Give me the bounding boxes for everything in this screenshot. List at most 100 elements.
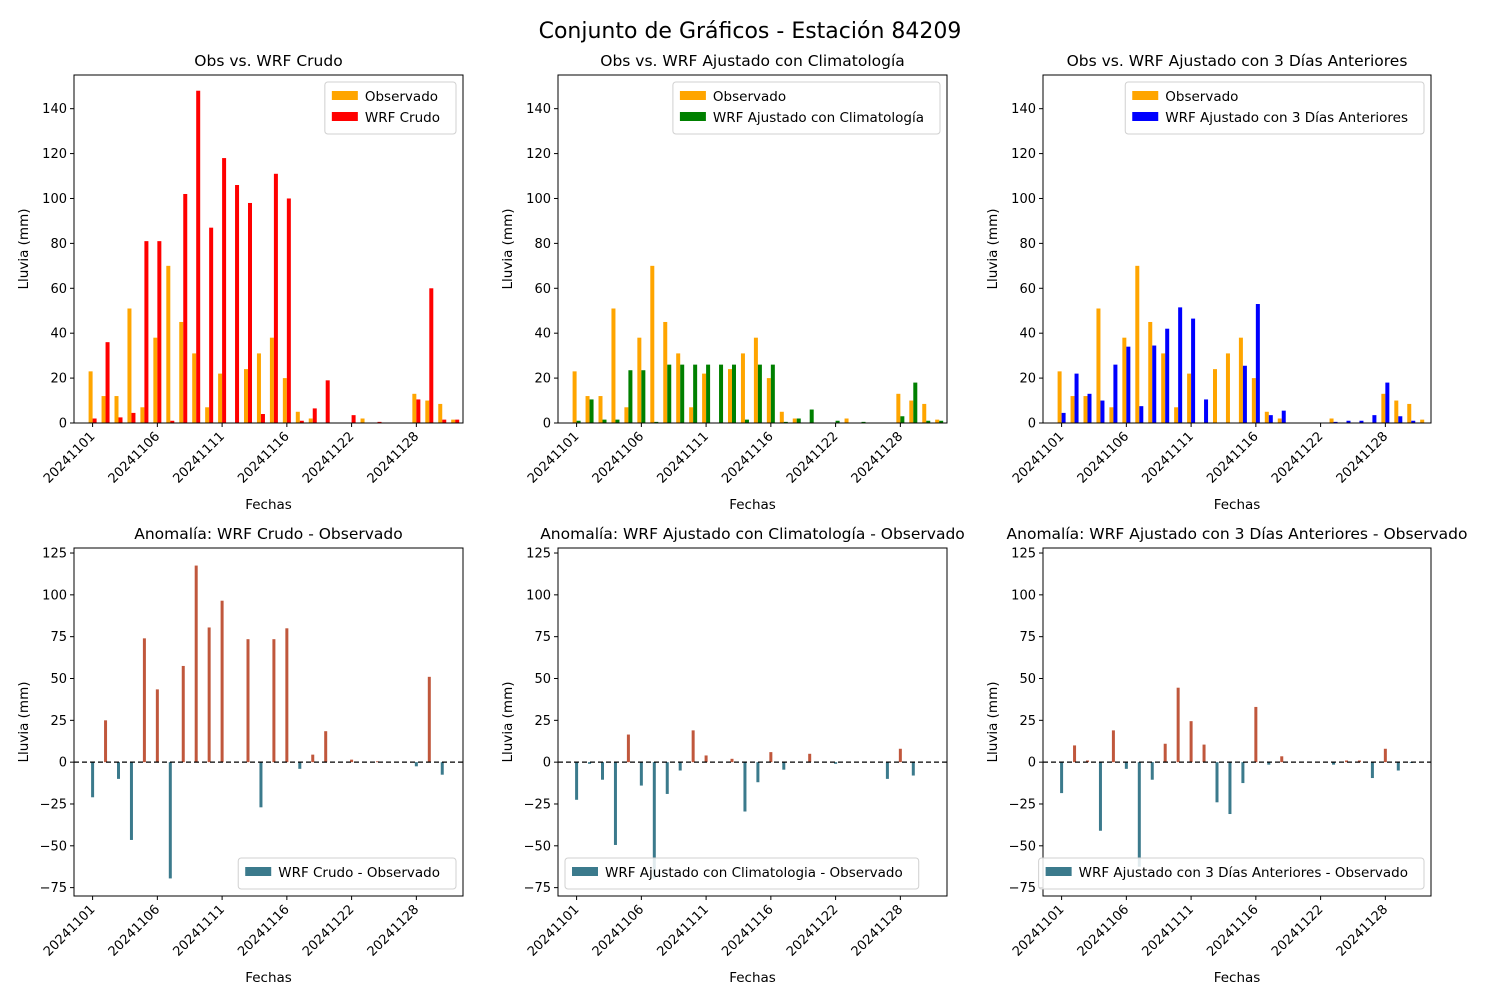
y-tick-label: 120 [526, 147, 551, 162]
x-axis-label: Fechas [1214, 497, 1261, 513]
bar-wrf-7 [170, 420, 175, 423]
anomaly-bar-12 [1202, 744, 1206, 763]
bar-wrf-17 [1268, 415, 1273, 423]
bar-wrf-12 [1204, 399, 1209, 423]
bar-wrf-13 [732, 364, 736, 423]
bar-wrf-14 [260, 414, 265, 423]
anomaly-bar-6 [155, 689, 159, 763]
anomaly-bar-26 [1383, 748, 1387, 763]
bar-wrf-1 [92, 418, 97, 423]
anomaly-bar-21 [350, 759, 354, 763]
bar-observado-13 [1213, 369, 1217, 423]
x-tick-label: 20241122 [300, 429, 357, 486]
plot-frame [1042, 547, 1432, 897]
anomaly-bar-6 [639, 762, 643, 786]
x-tick-label: 20241101 [1010, 902, 1067, 959]
figure-title: Conjunto de Gráficos - Estación 84209 [539, 19, 962, 44]
bar-wrf-4 [131, 412, 136, 423]
x-tick-label: 20241128 [365, 429, 422, 486]
anomaly-bar-2 [588, 762, 592, 764]
anomaly-bar-2 [1073, 745, 1077, 763]
bar-wrf-27 [429, 288, 434, 423]
y-tick-label: 140 [1011, 102, 1036, 117]
bar-wrf-18 [1281, 410, 1286, 423]
anomaly-bar-16 [1254, 706, 1258, 763]
bar-observado-5 [1109, 407, 1114, 423]
x-tick-label: 20241106 [106, 902, 163, 959]
legend: WRF Crudo - Observado [237, 857, 457, 890]
bar-wrf-28 [926, 420, 931, 423]
chart-obs-vs-wrf-climatologia: Obs vs. WRF Ajustado con Climatología Fe… [500, 52, 948, 513]
legend-swatch [1132, 112, 1159, 121]
x-tick-label: 20241122 [1269, 902, 1326, 959]
bar-wrf-16 [1255, 304, 1260, 423]
bar-observado-26 [1381, 393, 1386, 423]
legend-label: WRF Ajustado con Climatología [713, 110, 924, 126]
legend: Observado WRF Ajustado con 3 Días Anterio… [1124, 81, 1425, 135]
y-tick-label: −50 [40, 839, 67, 854]
bar-wrf-1 [1061, 412, 1066, 423]
anomaly-bar-24 [1357, 760, 1361, 763]
y-tick-label: 60 [1019, 282, 1036, 297]
bar-observado-9 [676, 353, 681, 423]
bar-wrf-26 [416, 399, 421, 423]
bar-observado-2 [1070, 396, 1075, 423]
anomaly-bar-16 [769, 752, 773, 763]
y-tick-label: 100 [1011, 192, 1036, 207]
bar-observado-2 [101, 396, 106, 423]
y-axis-label: Lluvia (mm) [985, 209, 1001, 290]
anomaly-bar-6 [1124, 762, 1128, 769]
y-tick-label: −25 [524, 797, 551, 812]
legend: Observado WRF Crudo [324, 81, 457, 135]
y-tick-label: 140 [526, 102, 551, 117]
y-tick-label: −75 [1009, 881, 1036, 896]
bar-wrf-9 [680, 364, 685, 423]
x-tick-label: 20241122 [300, 902, 357, 959]
anomaly-bar-11 [704, 755, 708, 763]
anomaly-bar-25 [885, 762, 889, 779]
anomaly-bar-17 [1267, 762, 1271, 765]
x-tick-label: 20241122 [784, 902, 841, 959]
y-tick-label: 50 [1019, 672, 1036, 687]
bar-observado-13 [244, 369, 248, 423]
bar-observado-13 [728, 369, 732, 423]
legend-label: WRF Ajustado con Climatologia - Observad… [605, 865, 903, 881]
bar-wrf-1 [576, 420, 581, 423]
bar-wrf-16 [770, 364, 775, 423]
x-tick-label: 20241111 [1140, 429, 1197, 486]
anomaly-bar-3 [117, 762, 120, 779]
anomaly-bar-1 [575, 762, 579, 800]
anomaly-bar-14 [1228, 762, 1232, 815]
chart-title: Obs vs. WRF Ajustado con 3 Días Anterior… [1067, 52, 1408, 70]
bar-observado-22 [844, 418, 849, 423]
x-tick-label: 20241106 [590, 429, 647, 486]
x-tick-label: 20241116 [1204, 902, 1261, 959]
bar-wrf-21 [835, 420, 840, 423]
legend-label: Observado [1165, 89, 1238, 105]
bar-observado-15 [269, 337, 274, 423]
y-tick-label: 80 [1019, 237, 1036, 252]
anomaly-bar-7 [652, 762, 656, 879]
x-tick-label: 20241106 [1075, 902, 1132, 959]
x-tick-label: 20241111 [655, 429, 712, 486]
y-tick-label: 20 [1019, 372, 1036, 387]
anomaly-bar-1 [91, 762, 95, 798]
bar-wrf-30 [468, 422, 472, 423]
y-axis-label: Lluvia (mm) [500, 209, 516, 290]
y-tick-label: −50 [524, 839, 551, 854]
bars-group [88, 90, 472, 423]
bar-wrf-4 [1100, 400, 1105, 423]
anomaly-bar-8 [665, 762, 669, 794]
legend-box [1038, 857, 1425, 890]
legend-swatch [1132, 91, 1159, 100]
anomaly-bar-2 [104, 720, 108, 763]
y-tick-label: 0 [543, 756, 551, 771]
anomaly-bar-11 [1189, 721, 1193, 763]
anomaly-bar-19 [324, 731, 328, 763]
bar-observado-10 [1174, 407, 1179, 423]
x-axis-label: Fechas [1214, 970, 1261, 986]
bar-wrf-7 [1139, 406, 1144, 423]
bar-wrf-11 [706, 364, 711, 423]
y-tick-label: −25 [1009, 797, 1036, 812]
bar-wrf-8 [1152, 345, 1157, 423]
